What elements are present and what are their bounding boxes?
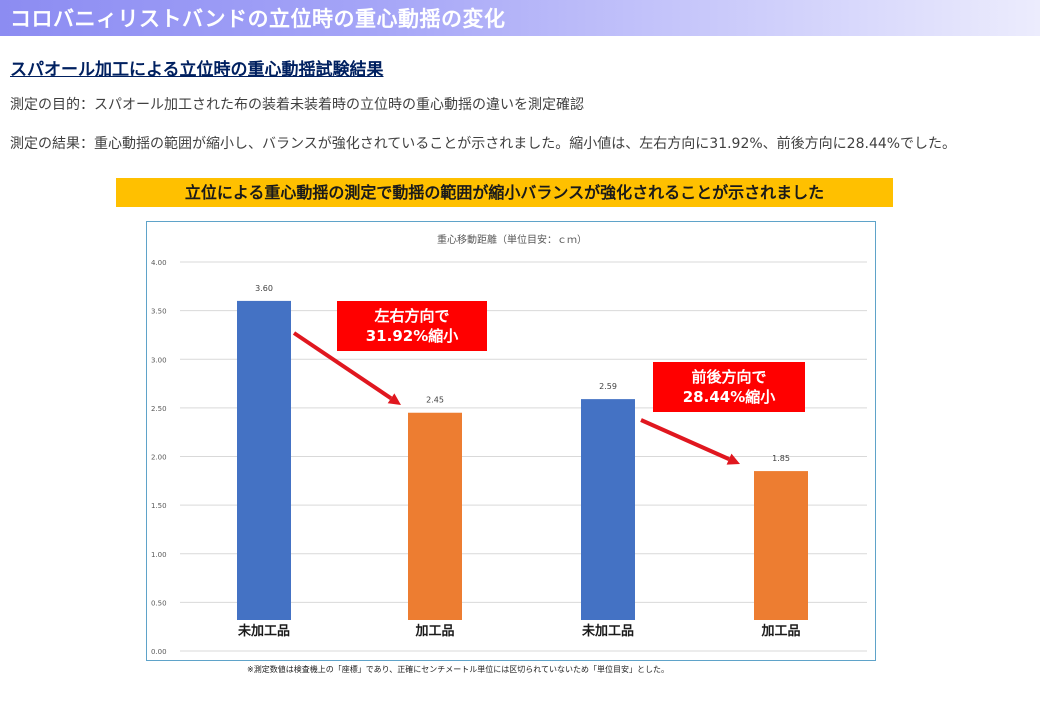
y-tick-label: 0.50	[151, 599, 167, 607]
y-tick-label: 3.00	[151, 356, 167, 364]
annotation-box	[337, 301, 487, 351]
annotation-line-2: 28.44%縮小	[683, 388, 775, 406]
summary-banner: 立位による重心動揺の測定で動揺の範囲が縮小バランスが強化されることが示されました	[116, 178, 893, 207]
bar	[754, 471, 808, 620]
y-tick-label: 2.00	[151, 454, 167, 462]
bar-value-label: 1.85	[772, 454, 790, 463]
y-tick-label: 0.00	[151, 648, 167, 656]
annotation-line-1: 左右方向で	[373, 307, 449, 325]
y-tick-label: 1.50	[151, 502, 167, 510]
title-bar: コロバニィリストバンドの立位時の重心動揺の変化	[0, 0, 1040, 36]
bar	[237, 300, 291, 620]
y-tick-label: 2.50	[151, 405, 167, 413]
arrow-head	[387, 393, 401, 405]
y-tick-label: 4.00	[151, 259, 167, 267]
annotation-line-2: 31.92%縮小	[366, 327, 458, 345]
category-label: 未加工品	[237, 623, 290, 639]
purpose-text: 測定の目的：スパオール加工された布の装着未装着時の立位時の重心動揺の違いを測定確…	[10, 97, 584, 113]
page-title: コロバニィリストバンドの立位時の重心動揺の変化	[10, 7, 506, 31]
footnote: ※測定数値は検査機上の「座標」であり、正確にセンチメートル単位には区切られていな…	[247, 665, 670, 674]
bar-value-label: 3.60	[255, 284, 273, 293]
section-heading: スパオール加工による立位時の重心動揺試験結果	[10, 60, 384, 80]
y-tick-label: 3.50	[151, 308, 167, 316]
result-text: 測定の結果：重心動揺の範囲が縮小し、バランスが強化されていることが示されました。…	[10, 136, 957, 152]
bar	[581, 399, 635, 620]
arrow-head	[726, 453, 740, 465]
annotation-box	[653, 362, 805, 412]
arrow-shaft	[640, 418, 730, 461]
chart-title: 重心移動距離（単位目安：ｃｍ）	[437, 233, 587, 246]
y-tick-label: 1.00	[151, 551, 167, 559]
category-label: 加工品	[414, 624, 454, 639]
category-label: 未加工品	[581, 623, 634, 639]
bar-value-label: 2.45	[426, 396, 444, 405]
category-label: 加工品	[760, 624, 800, 639]
bar	[408, 412, 462, 620]
annotation-line-1: 前後方向で	[691, 368, 766, 386]
bar-value-label: 2.59	[599, 382, 617, 391]
arrow-shaft	[292, 331, 393, 400]
bar-chart: 重心移動距離（単位目安：ｃｍ） 0.00 0.50 1.00 1.50 2.00 2.50…	[151, 233, 867, 656]
chart-frame: 重心移動距離（単位目安：ｃｍ） 0.00 0.50 1.00 1.50 2.00 2.50…	[146, 221, 876, 661]
